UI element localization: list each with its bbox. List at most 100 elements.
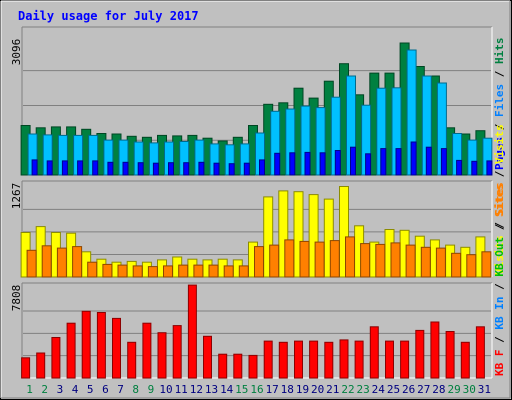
x-tick-label: 7 [117, 383, 124, 396]
bar-kb-f-day-9 [142, 322, 152, 379]
x-tick-label: 2 [41, 383, 48, 396]
x-tick-label: 21 [326, 383, 339, 396]
x-tick-label: 11 [175, 383, 188, 396]
series-kb-f [21, 284, 485, 379]
x-tick-label: 20 [311, 383, 324, 396]
x-tick-label: 23 [356, 383, 369, 396]
bar-kb-f-day-13 [203, 335, 212, 379]
bar-visits-day-19 [293, 191, 304, 278]
bar-pages-day-7 [122, 161, 129, 176]
bar-kb-f-day-22 [339, 339, 349, 379]
legend-item-kb-f: KB F [493, 350, 506, 377]
bar-kb-f-day-10 [157, 332, 167, 379]
bar-sites-day-12 [193, 264, 204, 278]
x-tick-label: 25 [387, 383, 400, 396]
bar-pages-day-5 [92, 160, 99, 176]
bar-sites-day-17 [269, 244, 280, 278]
y-max-label-middle: 1267 [10, 183, 23, 210]
bar-sites-day-4 [72, 246, 83, 278]
bar-pages-day-21 [334, 150, 341, 176]
bar-sites-day-16 [254, 246, 264, 278]
bar-pages-day-9 [152, 162, 159, 176]
x-tick-label: 14 [220, 383, 234, 396]
legend-panel-1: Pages / Files / Hits [493, 38, 506, 171]
x-tick-label: 12 [190, 383, 203, 396]
bar-pages-day-12 [198, 161, 205, 176]
bar-kb-f-day-15 [233, 353, 243, 379]
bar-pages-day-29 [456, 159, 463, 176]
bar-pages-day-3 [61, 160, 68, 176]
bar-pages-day-8 [137, 162, 144, 176]
legend-item-hits: Hits [493, 38, 506, 65]
bar-pages-day-11 [183, 162, 190, 176]
bar-kb-f-day-29 [445, 331, 455, 379]
legend-item-visits: Visits [493, 235, 506, 275]
bar-sites-day-7 [117, 264, 128, 278]
bar-kb-f-day-27 [415, 329, 425, 379]
chart-title: Daily usage for July 2017 [18, 9, 199, 23]
x-tick-label: 27 [417, 383, 430, 396]
bar-kb-f-day-24 [369, 326, 379, 379]
bar-sites-day-26 [405, 244, 416, 278]
bar-kb-f-day-17 [263, 340, 273, 379]
bar-kb-f-day-31 [475, 326, 485, 379]
bar-sites-day-3 [56, 247, 67, 278]
y-max-label-top: 3096 [10, 39, 23, 66]
x-tick-label: 22 [341, 383, 354, 396]
legend-separator: / [493, 64, 506, 84]
bar-sites-day-11 [178, 264, 189, 278]
bar-pages-day-17 [274, 152, 281, 176]
bar-visits-day-22 [339, 186, 349, 278]
bar-pages-day-6 [107, 161, 114, 176]
bar-sites-day-30 [466, 254, 477, 278]
bar-kb-f-day-3 [51, 337, 61, 379]
bar-sites-day-13 [208, 264, 219, 278]
x-tick-label: 30 [463, 383, 476, 396]
x-tick-label: 16 [250, 383, 263, 396]
legend-item-files: Files [493, 84, 506, 117]
x-tick-label: 19 [296, 383, 309, 396]
bar-pages-day-10 [168, 162, 174, 176]
x-tick-label: 31 [478, 383, 491, 396]
bar-pages-day-18 [289, 152, 296, 176]
panel-2 [20, 180, 493, 278]
bar-sites-day-27 [420, 246, 431, 278]
series-pages [31, 141, 493, 176]
x-tick-label: 9 [148, 383, 155, 396]
bar-kb-f-day-21 [324, 341, 334, 379]
legend-item-visits: Visits [493, 124, 506, 164]
x-tick-label: 1 [26, 383, 33, 396]
x-axis-tick-labels: 1 2 3 4 5 6 7 8 9 10 11 12 13 14 15 16 17 18 19 20 21 22 23 24 2… [26, 383, 491, 396]
bar-sites-day-10 [163, 265, 173, 278]
bar-kb-f-day-20 [309, 340, 319, 379]
x-tick-label: 28 [432, 383, 445, 396]
bar-sites-day-5 [87, 261, 98, 278]
bar-pages-day-30 [471, 160, 478, 176]
panel-1 [20, 26, 493, 176]
bar-visits-day-18 [278, 190, 289, 278]
bar-sites-day-29 [451, 252, 462, 278]
bar-sites-day-22 [345, 236, 355, 278]
bar-sites-day-23 [360, 243, 371, 278]
x-tick-label: 5 [87, 383, 94, 396]
x-tick-label: 18 [281, 383, 294, 396]
bar-sites-day-31 [481, 251, 492, 278]
x-tick-label: 26 [402, 383, 415, 396]
bar-pages-day-24 [380, 148, 387, 176]
legend-separator: / [493, 215, 506, 235]
bar-pages-day-19 [304, 151, 311, 176]
series-hits [20, 42, 486, 176]
bar-kb-f-day-11 [172, 325, 182, 379]
bar-pages-day-4 [77, 160, 84, 176]
bar-kb-f-day-4 [66, 322, 76, 379]
bar-sites-day-20 [314, 241, 325, 278]
chart-panels [20, 26, 493, 379]
bar-visits-day-17 [263, 196, 274, 278]
bar-pages-day-27 [425, 146, 432, 176]
bar-pages-day-1 [31, 159, 38, 176]
panel-3 [21, 282, 493, 379]
bar-sites-day-15 [238, 265, 249, 278]
bar-pages-day-31 [486, 160, 493, 176]
bar-sites-day-19 [299, 240, 310, 278]
